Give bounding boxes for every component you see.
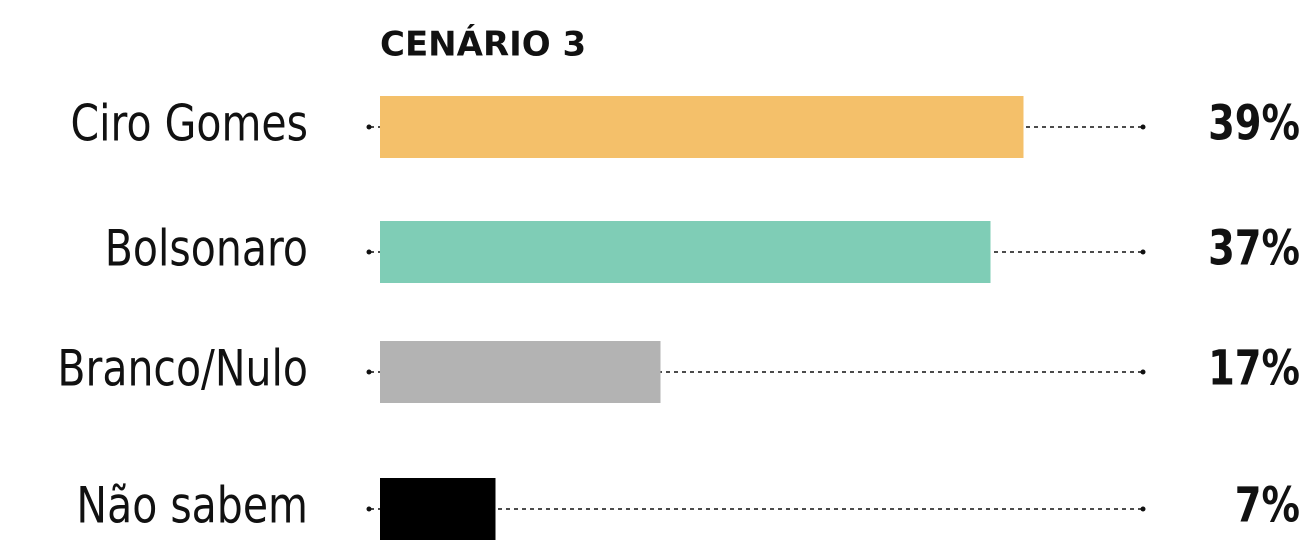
bar xyxy=(380,96,1024,158)
guide-dot xyxy=(366,124,372,130)
value-label: 17% xyxy=(1208,342,1300,397)
guide-dot xyxy=(1140,249,1146,255)
chart-title: CENÁRIO 3 xyxy=(380,24,586,65)
guide-dot xyxy=(366,369,372,375)
bar xyxy=(380,478,496,540)
bar xyxy=(380,221,991,283)
category-label: Branco/Nulo xyxy=(57,340,308,398)
category-label: Bolsonaro xyxy=(105,220,308,278)
category-label: Ciro Gomes xyxy=(71,95,308,153)
value-label: 37% xyxy=(1208,222,1300,277)
category-label: Não sabem xyxy=(76,477,308,535)
value-label: 7% xyxy=(1235,479,1300,534)
guide-dot xyxy=(366,249,372,255)
value-label: 39% xyxy=(1208,97,1300,152)
guide-dot xyxy=(366,506,372,512)
guide-dot xyxy=(1140,124,1146,130)
bar xyxy=(380,341,661,403)
guide-dot xyxy=(1140,369,1146,375)
guide-dot xyxy=(1140,506,1146,512)
